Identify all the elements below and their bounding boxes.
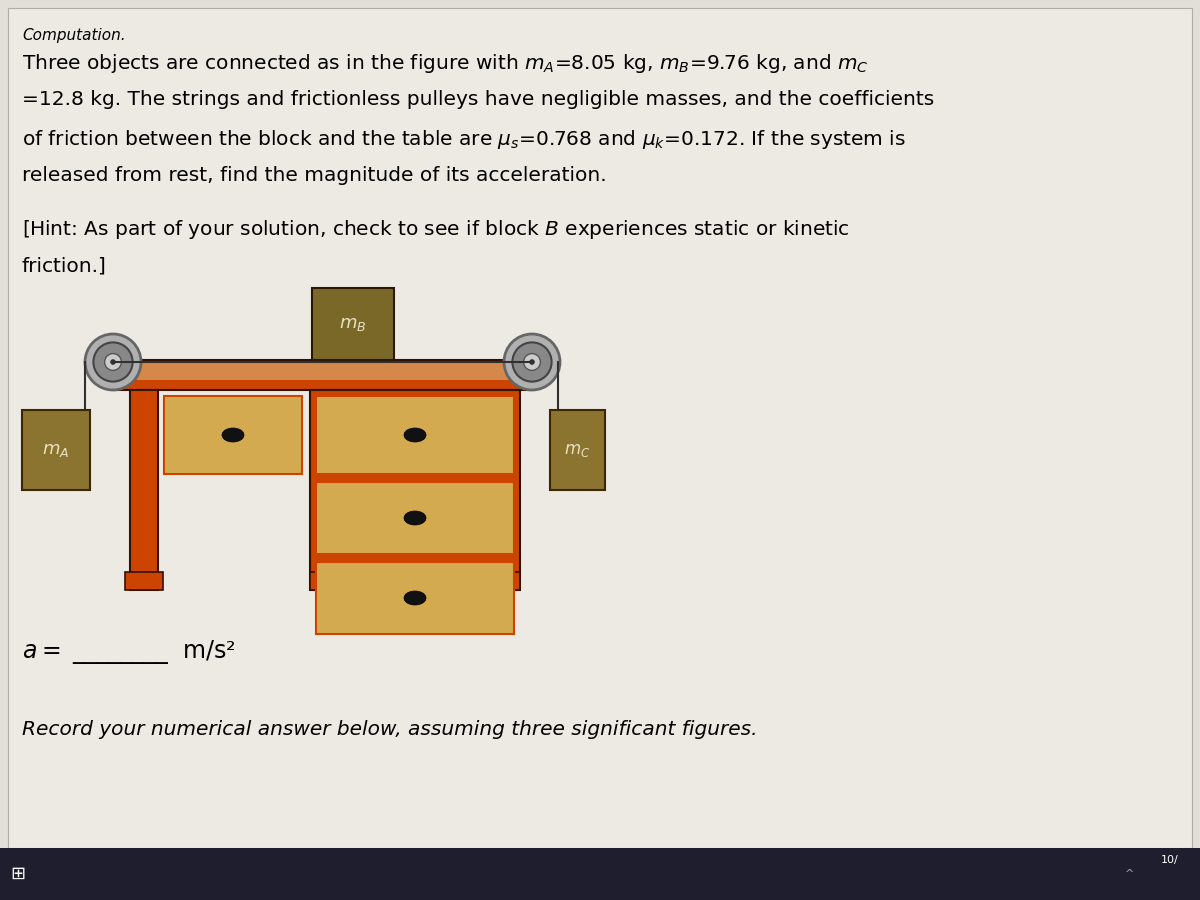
Text: $m_A$: $m_A$ xyxy=(42,441,70,459)
Circle shape xyxy=(104,354,121,371)
Text: =12.8 kg. The strings and frictionless pulleys have negligible masses, and the c: =12.8 kg. The strings and frictionless p… xyxy=(22,90,935,109)
Circle shape xyxy=(85,334,142,390)
Text: of friction between the block and the table are $\mu_s$=0.768 and $\mu_k$=0.172.: of friction between the block and the ta… xyxy=(22,128,906,151)
Text: ⊞: ⊞ xyxy=(11,865,25,883)
Circle shape xyxy=(110,359,116,364)
Ellipse shape xyxy=(404,428,426,442)
Bar xyxy=(125,572,163,590)
Ellipse shape xyxy=(404,511,426,525)
Text: Computation.: Computation. xyxy=(22,28,126,43)
Text: 10/: 10/ xyxy=(1162,855,1178,865)
Bar xyxy=(115,360,530,390)
Bar xyxy=(316,482,514,554)
Text: Three objects are connected as in the figure with $\mathit{m}_A$=8.05 kg, $\math: Three objects are connected as in the fi… xyxy=(22,52,869,75)
Circle shape xyxy=(529,359,535,364)
Bar xyxy=(310,572,520,590)
Ellipse shape xyxy=(404,591,426,605)
Text: [Hint: As part of your solution, check to see if block $\mathit{B}$ experiences : [Hint: As part of your solution, check t… xyxy=(22,218,850,241)
Bar xyxy=(164,396,302,474)
Bar xyxy=(0,848,1200,900)
Circle shape xyxy=(523,354,540,371)
Text: friction.]: friction.] xyxy=(22,256,107,275)
Text: released from rest, find the magnitude of its acceleration.: released from rest, find the magnitude o… xyxy=(22,166,607,185)
Bar xyxy=(316,396,514,474)
Circle shape xyxy=(94,342,132,382)
Circle shape xyxy=(512,342,552,382)
Text: $m_C$: $m_C$ xyxy=(564,441,590,459)
Text: ^: ^ xyxy=(1126,869,1135,879)
Bar xyxy=(316,562,514,634)
Text: $m_B$: $m_B$ xyxy=(338,315,366,333)
Text: Record your numerical answer below, assuming three significant figures.: Record your numerical answer below, assu… xyxy=(22,720,757,739)
Ellipse shape xyxy=(222,428,244,442)
Text: $a =$ ________  m/s²: $a =$ ________ m/s² xyxy=(22,638,235,666)
Bar xyxy=(22,410,90,490)
Bar xyxy=(312,288,394,360)
Bar xyxy=(118,362,528,380)
Bar xyxy=(310,390,520,590)
Bar xyxy=(130,390,158,590)
Circle shape xyxy=(504,334,560,390)
Bar xyxy=(550,410,605,490)
